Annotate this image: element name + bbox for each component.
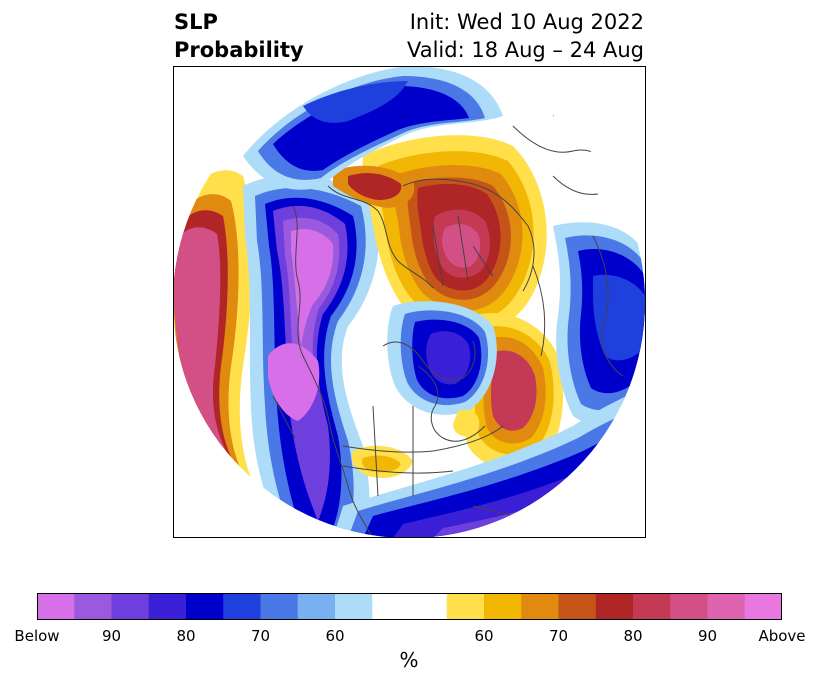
colorbar-swatch <box>223 593 262 620</box>
colorbar-swatch <box>446 593 485 620</box>
colorbar-swatch <box>111 593 150 620</box>
colorbar-swatch <box>707 593 746 620</box>
colorbar-tick-b90: 90 <box>101 627 122 645</box>
colorbar-swatch <box>148 593 187 620</box>
colorbar-swatch <box>260 593 299 620</box>
colorbar-swatch <box>372 593 411 620</box>
colorbar-unit-label: % <box>399 648 419 672</box>
colorbar-tick-a60: 60 <box>474 627 494 645</box>
field-hudson-below <box>387 301 497 415</box>
colorbar-tick-b60: 60 <box>325 627 345 645</box>
probability-map <box>173 66 646 538</box>
colorbar-swatch <box>633 593 671 620</box>
colorbar-swatch <box>297 593 336 620</box>
field-europe-below <box>553 222 645 425</box>
map-title-right: Init: Wed 10 Aug 2022 Valid: 18 Aug – 24… <box>407 8 644 64</box>
map-frame <box>173 66 646 538</box>
field-arctic-below <box>243 66 503 190</box>
colorbar-swatch <box>186 593 224 620</box>
colorbar-frame <box>37 593 782 620</box>
colorbar-swatch <box>670 593 709 620</box>
colorbar-swatch <box>335 593 373 620</box>
colorbar-swatch <box>37 593 75 620</box>
field-pacific-below <box>243 175 379 538</box>
colorbar-swatch <box>558 593 597 620</box>
colorbar-tick-b70: 70 <box>250 627 271 645</box>
title-valid-range: Valid: 18 Aug – 24 Aug <box>406 38 644 62</box>
colorbar-tick-a90: 90 <box>697 627 718 645</box>
colorbar-tick-below: Below <box>14 627 60 645</box>
colorbar-swatches <box>37 593 782 620</box>
colorbar-tick-b80: 80 <box>176 627 196 645</box>
title-quantity: Probability <box>174 38 304 62</box>
probability-colorbar <box>37 593 782 620</box>
colorbar-swatch <box>409 593 448 620</box>
colorbar-swatch <box>744 593 782 620</box>
title-variable: SLP <box>174 10 218 34</box>
colorbar-tick-a70: 70 <box>548 627 569 645</box>
colorbar-swatch <box>521 593 560 620</box>
map-title-left: SLP Probability <box>174 8 304 64</box>
colorbar-swatch <box>74 593 113 620</box>
title-init-date: Init: Wed 10 Aug 2022 <box>409 10 644 34</box>
colorbar-tick-above: Above <box>758 627 806 645</box>
colorbar-swatch <box>595 593 634 620</box>
colorbar-swatch <box>484 593 522 620</box>
colorbar-tick-a80: 80 <box>623 627 643 645</box>
probability-fields <box>173 66 645 538</box>
